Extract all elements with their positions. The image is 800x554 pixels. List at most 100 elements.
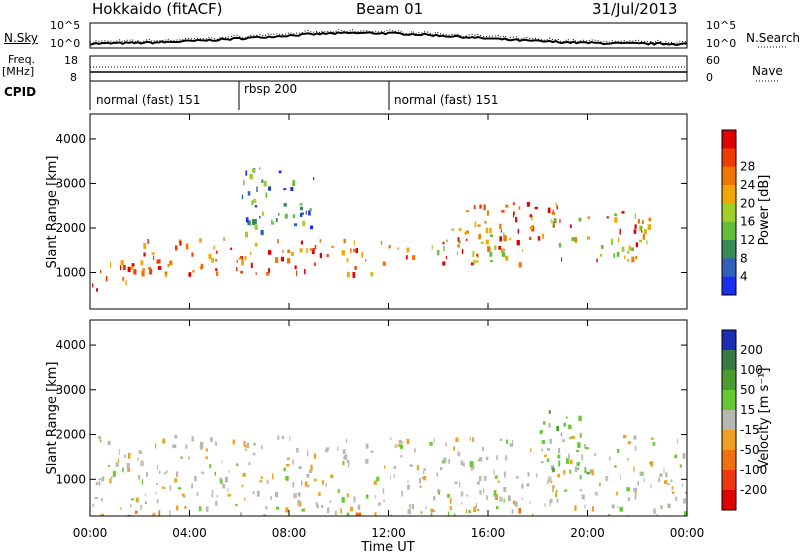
heatmap-cell bbox=[215, 500, 218, 506]
heatmap-cell bbox=[184, 505, 187, 509]
heatmap-cell bbox=[245, 170, 248, 176]
heatmap-cell bbox=[245, 217, 249, 223]
heatmap-cell bbox=[456, 251, 458, 256]
heatmap-cell bbox=[211, 489, 214, 495]
heatmap-cell bbox=[199, 238, 202, 243]
heatmap-cell bbox=[101, 476, 104, 482]
heatmap-cell bbox=[272, 221, 275, 225]
heatmap-cell bbox=[614, 217, 618, 223]
heatmap-cell bbox=[156, 483, 158, 486]
heatmap-cell bbox=[256, 186, 258, 192]
heatmap-cell bbox=[423, 468, 426, 471]
heatmap-cell bbox=[558, 448, 561, 454]
heatmap-cell bbox=[663, 468, 665, 474]
heatmap-cell bbox=[127, 452, 131, 459]
heatmap-cell bbox=[325, 447, 330, 451]
heatmap-cell bbox=[586, 472, 590, 475]
y-tick-label: 3000 bbox=[55, 383, 86, 397]
heatmap-cell bbox=[529, 236, 532, 240]
heatmap-cell bbox=[127, 514, 131, 516]
heatmap-cell bbox=[350, 506, 354, 512]
heatmap-cell bbox=[297, 492, 301, 497]
heatmap-cell bbox=[684, 491, 687, 494]
heatmap-cell bbox=[325, 482, 328, 488]
heatmap-cell bbox=[517, 228, 520, 234]
heatmap-cell bbox=[164, 271, 168, 277]
heatmap-cell bbox=[587, 236, 590, 240]
heatmap-cell bbox=[608, 456, 611, 461]
heatmap-cell bbox=[469, 461, 474, 467]
heatmap-cell bbox=[119, 507, 122, 510]
heatmap-cell bbox=[634, 224, 637, 229]
heatmap-cell bbox=[463, 462, 465, 467]
heatmap-cell bbox=[596, 258, 598, 263]
nave-label: Nave bbox=[752, 64, 783, 78]
heatmap-cell bbox=[594, 492, 598, 496]
heatmap-cell bbox=[268, 187, 271, 191]
heatmap-cell bbox=[552, 486, 554, 493]
date-title: 31/Jul/2013 bbox=[592, 0, 678, 18]
heatmap-cell bbox=[294, 265, 297, 270]
heatmap-cell bbox=[647, 224, 651, 230]
heatmap-cell bbox=[574, 466, 578, 473]
heatmap-cell bbox=[394, 444, 398, 448]
heatmap-cell bbox=[365, 259, 367, 262]
heatmap-cell bbox=[292, 214, 296, 219]
heatmap-cell bbox=[641, 230, 643, 233]
heatmap-cell bbox=[175, 471, 179, 477]
heatmap-cell bbox=[449, 497, 452, 504]
cpid-mode-1: normal (fast) 151 bbox=[96, 93, 201, 107]
heatmap-cell bbox=[544, 454, 547, 457]
heatmap-cell bbox=[465, 238, 468, 241]
heatmap-cell bbox=[576, 449, 580, 452]
heatmap-cell bbox=[149, 268, 153, 275]
heatmap-cell bbox=[406, 247, 410, 253]
heatmap-cell bbox=[107, 465, 110, 468]
heatmap-cell bbox=[651, 437, 654, 440]
heatmap-cell bbox=[346, 512, 350, 516]
heatmap-cell bbox=[542, 233, 545, 239]
heatmap-cell bbox=[571, 436, 575, 440]
heatmap-cell bbox=[479, 490, 482, 495]
heatmap-cell bbox=[216, 495, 219, 498]
freq-left-label-2: [MHz] bbox=[2, 65, 35, 78]
heatmap-cell bbox=[181, 493, 185, 497]
y-tick-label: 2000 bbox=[55, 221, 86, 235]
heatmap-cell bbox=[653, 508, 656, 514]
heatmap-cell bbox=[221, 460, 223, 463]
heatmap-cell bbox=[236, 463, 239, 467]
heatmap-cell bbox=[140, 504, 143, 510]
heatmap-cell bbox=[451, 228, 454, 231]
y-tick-label: 3000 bbox=[55, 176, 86, 190]
heatmap-cell bbox=[282, 249, 284, 253]
heatmap-cell bbox=[552, 484, 555, 488]
heatmap-cell bbox=[569, 224, 572, 228]
heatmap-cell bbox=[579, 489, 583, 492]
heatmap-cell bbox=[353, 239, 355, 245]
heatmap-cell bbox=[306, 484, 310, 488]
heatmap-cell bbox=[190, 272, 192, 276]
heatmap-cell bbox=[205, 448, 208, 452]
colorbar-swatch bbox=[722, 390, 736, 411]
colorbar-swatch bbox=[722, 258, 736, 278]
heatmap-cell bbox=[546, 458, 550, 462]
heatmap-cell bbox=[499, 236, 502, 242]
heatmap-cell bbox=[296, 447, 299, 453]
heatmap-cell bbox=[430, 512, 433, 516]
heatmap-cell bbox=[98, 481, 101, 486]
heatmap-cell bbox=[277, 213, 280, 216]
heatmap-cell bbox=[633, 466, 635, 473]
heatmap-cell bbox=[522, 248, 524, 252]
heatmap-cell bbox=[561, 257, 562, 262]
y-tick-label: 1000 bbox=[55, 472, 86, 486]
power-colorbar-label: Power [dB] bbox=[757, 175, 772, 246]
x-tick-label: 04:00 bbox=[172, 526, 207, 540]
heatmap-cell bbox=[326, 254, 329, 258]
heatmap-cell bbox=[483, 204, 486, 211]
heatmap-cell bbox=[242, 472, 246, 477]
heatmap-cell bbox=[141, 479, 143, 485]
heatmap-cell bbox=[617, 506, 619, 509]
heatmap-cell bbox=[477, 481, 480, 485]
heatmap-cell bbox=[557, 474, 561, 478]
heatmap-cell bbox=[478, 233, 481, 240]
